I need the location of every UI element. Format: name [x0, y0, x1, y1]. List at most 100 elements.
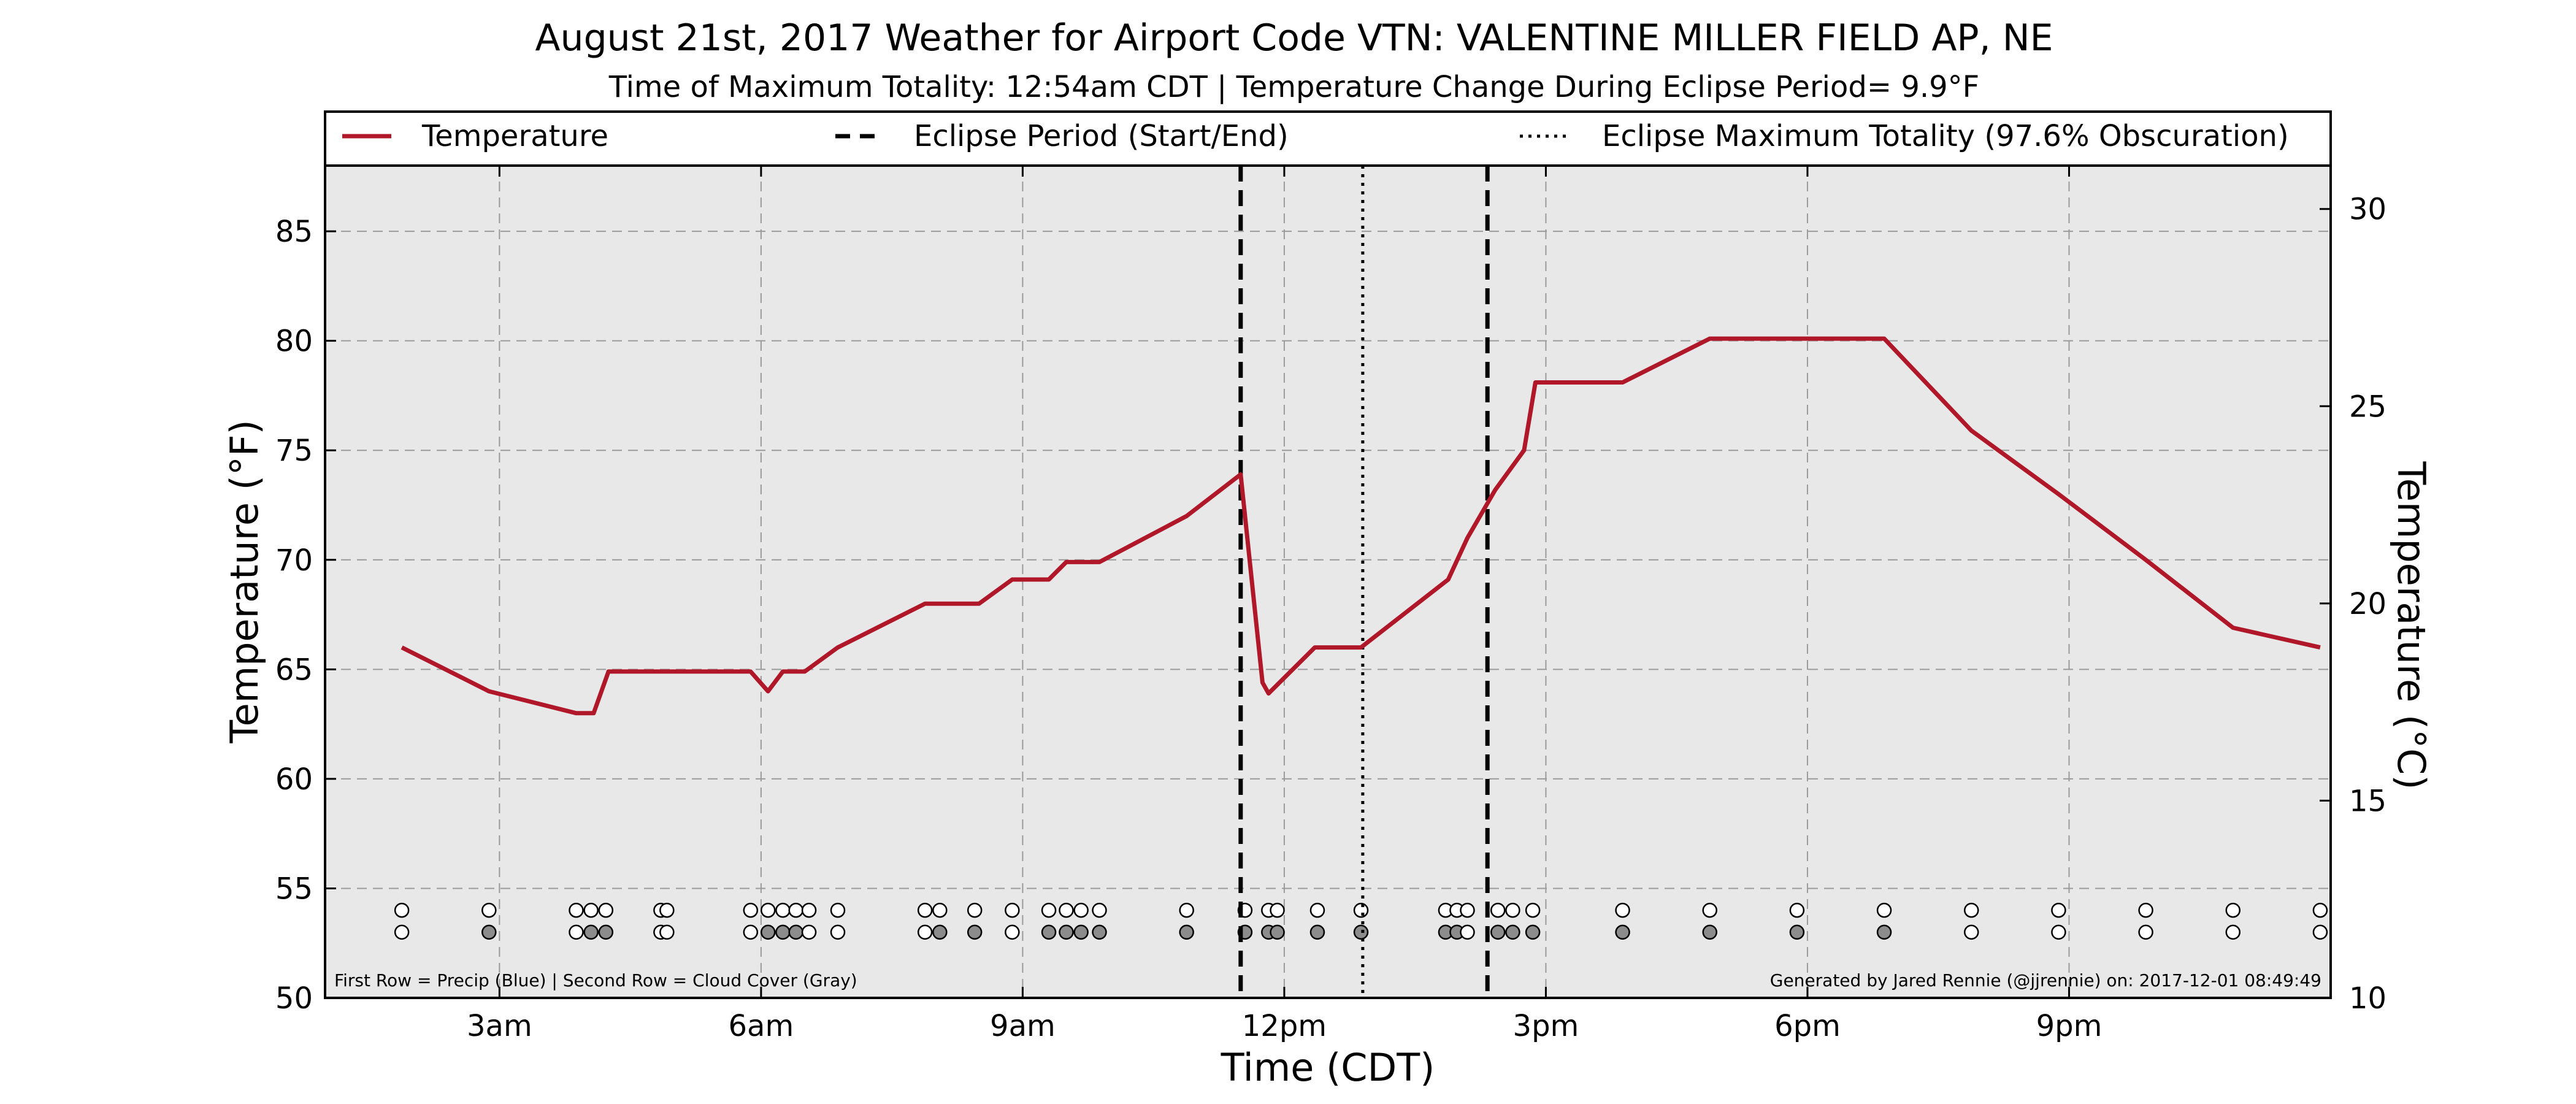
axes: 3am 6am 9am 12pm 3pm 6pm 9pm 50 55 60 65 70 75 80 85 10… — [275, 166, 2386, 1043]
chart-subtitle: Time of Maximum Totality: 12:54am CDT | … — [608, 70, 1980, 104]
y-right-tick-label: 30 — [2349, 193, 2386, 227]
legend: Temperature Eclipse Period (Start/End) E… — [324, 110, 2332, 167]
y-tick-label: 85 — [275, 215, 313, 249]
precip-marker — [583, 902, 599, 918]
cloud-cover-marker — [1005, 924, 1020, 940]
precip-marker — [2312, 902, 2328, 918]
precip-marker — [967, 902, 983, 918]
eclipse-lines — [1238, 166, 1490, 998]
precip-marker — [394, 902, 410, 918]
x-tick-label: 6pm — [1774, 1009, 1841, 1043]
precip-marker — [917, 902, 933, 918]
cloud-cover-marker — [1460, 924, 1475, 940]
precip-marker — [1460, 902, 1475, 918]
precip-marker — [481, 902, 497, 918]
precip-marker — [775, 902, 791, 918]
precip-marker — [1789, 902, 1805, 918]
cloud-cover-marker — [569, 924, 584, 940]
cloud-cover-marker — [760, 924, 776, 940]
observation-rows — [394, 902, 2328, 940]
cloud-cover-marker — [481, 924, 497, 940]
precip-marker — [1270, 902, 1285, 918]
y-right-tick-label: 10 — [2349, 981, 2386, 1016]
precip-marker — [801, 902, 817, 918]
precip-marker — [1092, 902, 1107, 918]
cloud-cover-marker — [1179, 924, 1194, 940]
cloud-cover-marker — [1702, 924, 1717, 940]
precip-marker — [830, 902, 846, 918]
precip-marker — [1005, 902, 1020, 918]
annotation-bottom-left: First Row = Precip (Blue) | Second Row =… — [334, 970, 857, 991]
precip-marker — [2225, 902, 2241, 918]
cloud-cover-marker — [775, 924, 791, 940]
precip-marker — [598, 902, 614, 918]
precip-marker — [1702, 902, 1717, 918]
y-right-tick-label: 15 — [2349, 784, 2386, 818]
cloud-cover-marker — [1505, 924, 1520, 940]
x-tick-label: 6am — [729, 1009, 794, 1043]
cloud-cover-marker — [2051, 924, 2066, 940]
cloud-cover-marker — [1059, 924, 1074, 940]
cloud-cover-marker — [1876, 924, 1892, 940]
precip-marker — [2051, 902, 2066, 918]
cloud-cover-marker — [1092, 924, 1107, 940]
y-right-tick-label: 20 — [2349, 587, 2386, 621]
precip-marker — [1179, 902, 1194, 918]
y-right-tick-label: 25 — [2349, 389, 2386, 424]
cloud-cover-marker — [1073, 924, 1089, 940]
precip-marker — [659, 902, 675, 918]
cloud-cover-marker — [659, 924, 675, 940]
x-tick-label: 9am — [990, 1009, 1056, 1043]
cloud-cover-marker — [830, 924, 846, 940]
y-axis-label: Temperature (°F) — [222, 420, 267, 743]
y-tick-label: 80 — [275, 324, 313, 359]
temperature-series — [401, 336, 2321, 716]
cloud-cover-marker — [2138, 924, 2153, 940]
cloud-cover-marker — [932, 924, 948, 940]
y-tick-label: 60 — [275, 762, 313, 797]
cloud-cover-marker — [743, 924, 759, 940]
precip-marker — [1073, 902, 1089, 918]
precip-marker — [760, 902, 776, 918]
x-axis-label: Time (CDT) — [1221, 1045, 1435, 1090]
legend-box — [324, 110, 2332, 167]
x-tick-label: 3pm — [1513, 1009, 1579, 1043]
precip-marker — [1309, 902, 1325, 918]
cloud-cover-marker — [788, 924, 803, 940]
y-tick-label: 75 — [275, 434, 313, 468]
cloud-cover-marker — [801, 924, 817, 940]
plot-area: First Row = Precip (Blue) | Second Row =… — [324, 164, 2332, 999]
annotation-bottom-right: Generated by Jared Rennie (@jjrennie) on… — [1770, 970, 2321, 991]
cloud-cover-marker — [1270, 924, 1285, 940]
cloud-cover-marker — [394, 924, 410, 940]
cloud-cover-marker — [1615, 924, 1630, 940]
precip-marker — [1525, 902, 1541, 918]
legend-eclipse-period-label: Eclipse Period (Start/End) — [914, 119, 1289, 153]
grid — [325, 166, 2331, 998]
cloud-cover-marker — [2225, 924, 2241, 940]
precip-marker — [1059, 902, 1074, 918]
cloud-cover-marker — [967, 924, 983, 940]
cloud-cover-marker — [1525, 924, 1541, 940]
cloud-cover-marker — [1963, 924, 1979, 940]
precip-marker — [1353, 902, 1369, 918]
y-tick-label: 70 — [275, 543, 313, 578]
precip-marker — [2138, 902, 2153, 918]
legend-max-totality-label: Eclipse Maximum Totality (97.6% Obscurat… — [1602, 119, 2289, 153]
cloud-cover-marker — [1353, 924, 1369, 940]
cloud-cover-marker — [583, 924, 599, 940]
x-tick-label: 9pm — [2036, 1009, 2103, 1043]
temperature-line — [401, 336, 2321, 716]
legend-temperature-label: Temperature — [421, 119, 608, 153]
precip-marker — [1963, 902, 1979, 918]
cloud-cover-marker — [598, 924, 614, 940]
y-tick-label: 65 — [275, 653, 313, 687]
y-axis-label-right: Temperature (°C) — [2389, 461, 2434, 789]
cloud-cover-marker — [1789, 924, 1805, 940]
precip-marker — [743, 902, 759, 918]
y-tick-label: 55 — [275, 872, 313, 906]
precip-marker — [788, 902, 803, 918]
precip-marker — [1615, 902, 1630, 918]
precip-marker — [569, 902, 584, 918]
